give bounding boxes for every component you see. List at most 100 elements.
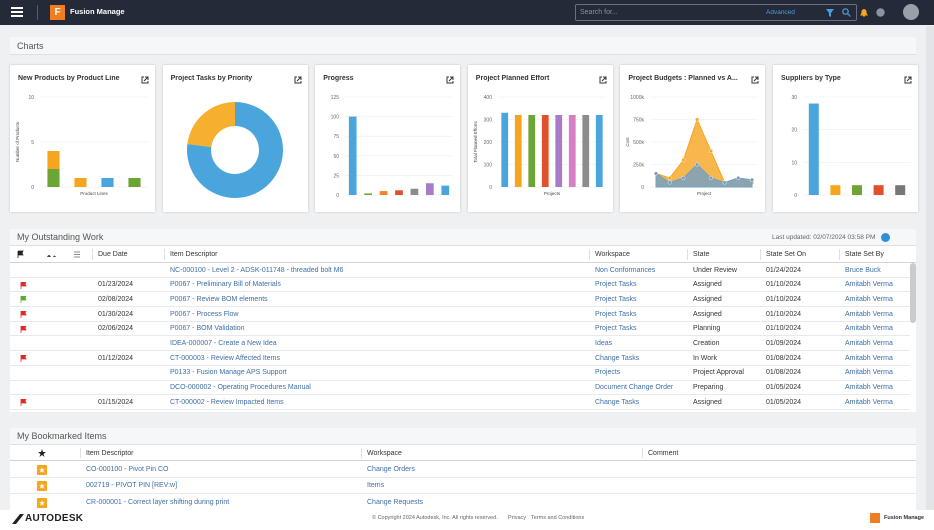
star-header-icon	[38, 449, 46, 457]
cell-item[interactable]: CT-000002 - Review Impacted Items	[170, 398, 284, 406]
point	[681, 157, 686, 162]
bar	[830, 185, 841, 195]
cell-workspace[interactable]: Non Conformances	[595, 266, 656, 274]
column-header: Workspace	[367, 449, 402, 457]
star	[39, 466, 45, 473]
cell-item[interactable]: IDEA-000007 - Create a New Idea	[170, 340, 277, 347]
cell-workspace[interactable]: Project Tasks	[595, 281, 637, 289]
y-tick-label: 400	[483, 95, 492, 101]
star	[39, 483, 45, 489]
cell-item[interactable]: CO-000100 - Pivot Pin CO	[86, 465, 169, 473]
app-name[interactable]: Fusion Manage	[70, 7, 125, 16]
cell-workspace[interactable]: Change Tasks	[595, 398, 640, 406]
advanced-link[interactable]: Advanced	[766, 9, 795, 16]
cell-workspace[interactable]: Project Tasks	[595, 325, 637, 333]
footer-product: Fusion Manage	[884, 515, 925, 521]
filter-icon[interactable]	[826, 9, 834, 17]
chart-card: Project Budgets : Planned vs A... 0 250k 50…	[620, 65, 766, 212]
help-icon[interactable]	[876, 8, 885, 17]
bar	[582, 115, 589, 187]
cell-state: In Work	[693, 354, 717, 362]
column-divider	[589, 249, 590, 260]
header-icons	[17, 250, 80, 258]
bar	[410, 188, 419, 195]
menu-icon[interactable]	[11, 7, 23, 17]
cell-state-set-by[interactable]: Amitabh Verma	[845, 310, 893, 318]
y-tick-label: 20	[791, 128, 797, 134]
cell-state-set-by[interactable]: Amitabh Verma	[845, 354, 893, 362]
bell-icon[interactable]	[860, 8, 868, 17]
cell-state: Creation	[693, 340, 720, 347]
cell-state-set-by[interactable]: Amitabh Verma	[845, 369, 893, 377]
flag	[20, 296, 27, 304]
search-placeholder: Search for...	[580, 9, 618, 16]
avatar[interactable]	[903, 4, 919, 20]
table-row: CO-000100 - Pivot Pin CO Change Orders	[10, 461, 916, 478]
chart-card: Project Planned Effort 0 100 200 300 400 Total…	[467, 65, 613, 212]
flag-icon	[17, 250, 24, 258]
cell-state-set-by[interactable]: Amitabh Verma	[845, 295, 893, 303]
scrollbar[interactable]	[926, 26, 934, 510]
cell-item[interactable]: NC-000100 - Level 2 - ADSK-011748 - thre…	[170, 266, 344, 274]
icon	[141, 76, 149, 84]
footer-link[interactable]: Terms and Conditions	[531, 515, 585, 521]
cell-item[interactable]: CR-000001 - Correct layer shifting durin…	[86, 498, 230, 506]
cell-workspace[interactable]: Project Tasks	[595, 310, 637, 318]
flag	[20, 311, 27, 319]
cell-workspace[interactable]: Project Tasks	[595, 295, 637, 303]
popout-icon[interactable]	[599, 76, 607, 84]
y-axis-label: Total Planned Efforts	[473, 121, 478, 163]
table-scrollbar[interactable]	[910, 263, 916, 323]
chart: 0 250k 500k 750k 1000k Cost Project	[625, 95, 759, 196]
cell-state-set-by[interactable]: Amitabh Verma	[845, 281, 893, 289]
app-logo[interactable]: F	[50, 5, 65, 20]
cell-workspace[interactable]: Items	[367, 482, 385, 489]
icon	[751, 76, 759, 84]
table-row: DCO-000002 - Operating Procedures Manual…	[10, 381, 910, 396]
popout-icon[interactable]	[904, 76, 912, 84]
star-icon	[37, 497, 47, 508]
y-tick-label: 750k	[634, 118, 645, 124]
star	[38, 449, 46, 457]
cell-item[interactable]: CT-000003 - Review Affected Items	[170, 354, 280, 362]
cell-item[interactable]: 002719 - PIVOT PIN [REV:w]	[86, 482, 178, 489]
cell-workspace[interactable]: Document Change Order	[595, 384, 674, 392]
flag-icon	[20, 281, 27, 289]
y-tick-label: 50	[334, 154, 340, 160]
cell-workspace[interactable]: Projects	[595, 369, 621, 377]
popout-icon[interactable]	[446, 76, 454, 84]
point	[709, 175, 714, 180]
cell-item[interactable]: P0133 - Fusion Manage APS Support	[170, 369, 287, 377]
cell-workspace[interactable]: Ideas	[595, 340, 613, 347]
search-icon[interactable]	[842, 8, 851, 17]
cell-item[interactable]: DCO-000002 - Operating Procedures Manual	[170, 384, 311, 392]
y-tick-label: 0	[794, 193, 797, 199]
popout-icon[interactable]	[294, 76, 302, 84]
cell-item[interactable]: P0067 - Process Flow	[170, 310, 239, 318]
cell-item[interactable]: P0067 - Review BOM elements	[170, 295, 268, 303]
point	[736, 175, 741, 180]
cell-state-set-by[interactable]: Bruce Buck	[845, 266, 881, 274]
cell-state-set-by[interactable]: Amitabh Verma	[845, 384, 893, 392]
section-header	[10, 37, 916, 55]
cell-state-set-by[interactable]: Amitabh Verma	[845, 398, 893, 406]
cell-state-set-by[interactable]: Amitabh Verma	[845, 325, 893, 333]
flag	[20, 355, 27, 363]
bar	[426, 183, 434, 195]
cell-state: Assigned	[693, 281, 722, 289]
flag	[20, 399, 27, 407]
cell-workspace[interactable]: Change Orders	[367, 465, 415, 473]
search-box[interactable]	[575, 4, 857, 21]
table: Item Descriptor Workspace Comment CO-000100…	[10, 445, 916, 510]
refresh-icon[interactable]	[881, 233, 890, 242]
cell-workspace[interactable]: Change Tasks	[595, 354, 640, 362]
cell-item[interactable]: P0067 - Preliminary Bill of Materials	[170, 281, 281, 289]
popout-icon[interactable]	[751, 76, 759, 84]
cell-workspace[interactable]: Change Requests	[367, 498, 424, 506]
cell-item[interactable]: P0067 - BOM Validation	[170, 325, 245, 333]
popout-icon[interactable]	[141, 76, 149, 84]
bar	[501, 112, 508, 187]
cell-state-set-by[interactable]: Amitabh Verma	[845, 340, 893, 347]
footer-link[interactable]: Privacy	[508, 515, 527, 521]
donut-slice	[186, 102, 283, 198]
